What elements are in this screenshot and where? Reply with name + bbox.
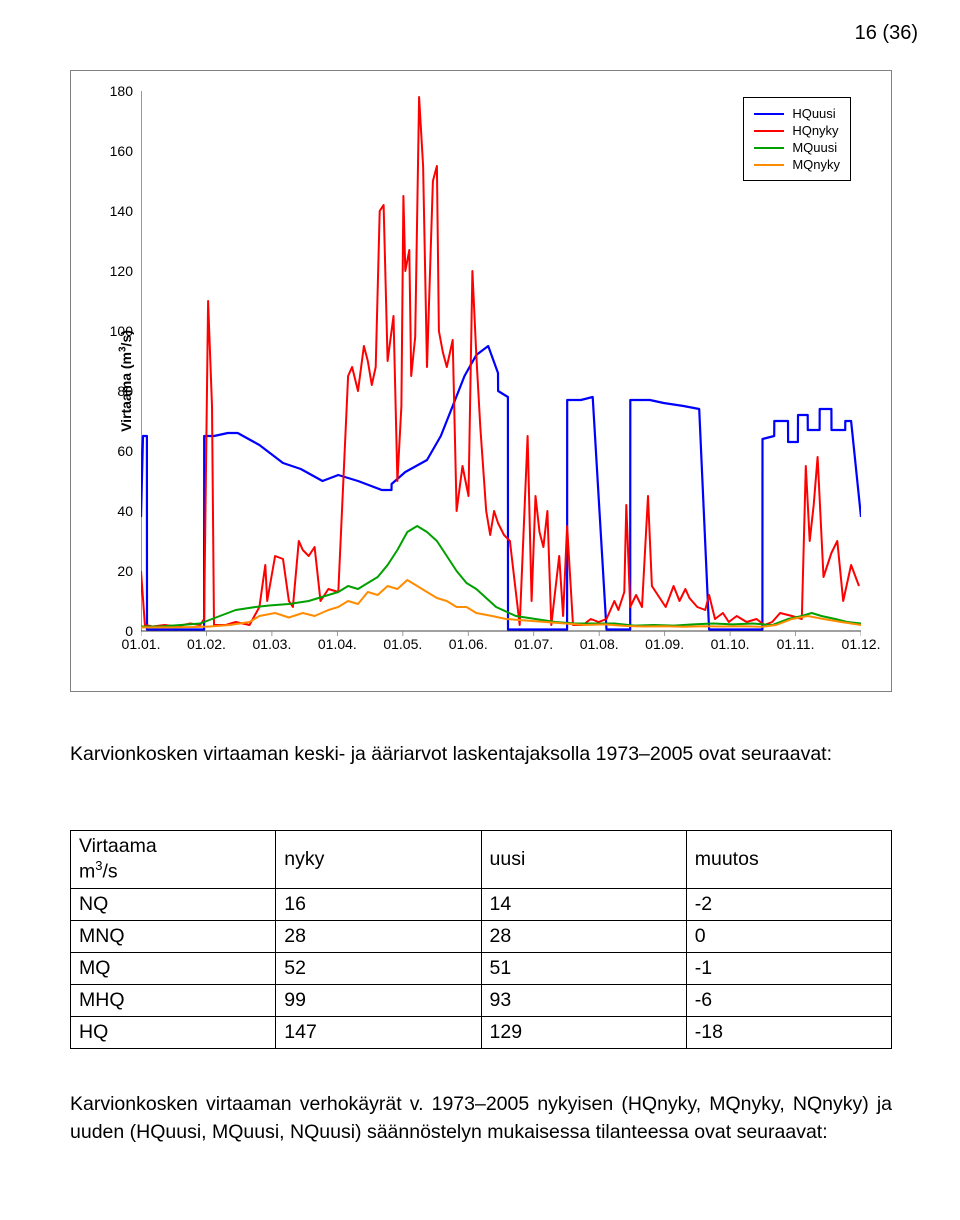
paragraph-1: Karvionkosken virtaaman keski- ja ääriar… (70, 740, 892, 768)
legend-item: MQuusi (754, 140, 840, 155)
x-tick-label: 01.10. (711, 636, 750, 652)
table-cell: MQ (71, 952, 276, 984)
legend-swatch (754, 147, 784, 149)
table-row: HQ147129-18 (71, 1016, 892, 1048)
legend-label: MQnyky (792, 157, 840, 172)
table-cell: -18 (686, 1016, 891, 1048)
table-cell: 28 (481, 920, 686, 952)
table-row: MNQ28280 (71, 920, 892, 952)
y-tick-label: 120 (81, 263, 133, 279)
x-tick-label: 01.04. (318, 636, 357, 652)
legend: HQuusi HQnyky MQuusi MQnyky (743, 97, 851, 181)
table-cell: 52 (276, 952, 481, 984)
table-cell: 147 (276, 1016, 481, 1048)
table-cell: 0 (686, 920, 891, 952)
table-cell: 28 (276, 920, 481, 952)
table-cell: MHQ (71, 984, 276, 1016)
table-cell: 99 (276, 984, 481, 1016)
x-tick-label: 01.12. (842, 636, 881, 652)
table-cell: 51 (481, 952, 686, 984)
legend-swatch (754, 113, 784, 115)
legend-label: HQuusi (792, 106, 835, 121)
table-row: MHQ9993-6 (71, 984, 892, 1016)
y-tick-label: 100 (81, 323, 133, 339)
paragraph-2: Karvionkosken virtaaman verhokäyrät v. 1… (70, 1090, 892, 1147)
table-cell: MNQ (71, 920, 276, 952)
table-cell: -1 (686, 952, 891, 984)
x-tick-label: 01.01. (122, 636, 161, 652)
legend-label: MQuusi (792, 140, 837, 155)
table-cell: 129 (481, 1016, 686, 1048)
legend-item: HQnyky (754, 123, 840, 138)
x-tick-label: 01.06. (449, 636, 488, 652)
table-cell: -2 (686, 888, 891, 920)
legend-label: HQnyky (792, 123, 838, 138)
legend-item: MQnyky (754, 157, 840, 172)
legend-item: HQuusi (754, 106, 840, 121)
legend-swatch (754, 164, 784, 166)
flow-chart: Virtaama (m3/s) HQuusi HQnyky MQuusi MQnyky… (70, 70, 892, 692)
table-header-cell: nyky (276, 831, 481, 889)
table-cell: HQ (71, 1016, 276, 1048)
y-tick-label: 140 (81, 203, 133, 219)
x-tick-label: 01.09. (645, 636, 684, 652)
page-number: 16 (36) (855, 22, 918, 45)
x-tick-label: 01.02. (187, 636, 226, 652)
table-header-cell: Virtaamam3/s (71, 831, 276, 889)
x-tick-label: 01.08. (580, 636, 619, 652)
series-HQuusi (141, 346, 861, 630)
table-header-row: Virtaamam3/snykyuusimuutos (71, 831, 892, 889)
table-cell: 16 (276, 888, 481, 920)
table-cell: 14 (481, 888, 686, 920)
table-header-cell: uusi (481, 831, 686, 889)
table-header-cell: muutos (686, 831, 891, 889)
x-tick-label: 01.03. (252, 636, 291, 652)
y-tick-label: 60 (81, 443, 133, 459)
table-row: MQ5251-1 (71, 952, 892, 984)
y-axis-label: Virtaama (m3/s) (118, 330, 135, 432)
table-cell: NQ (71, 888, 276, 920)
table-cell: 93 (481, 984, 686, 1016)
y-tick-label: 20 (81, 563, 133, 579)
stats-table: Virtaamam3/snykyuusimuutosNQ1614-2MNQ282… (70, 830, 892, 1049)
y-tick-label: 40 (81, 503, 133, 519)
y-tick-label: 160 (81, 143, 133, 159)
x-tick-label: 01.07. (514, 636, 553, 652)
table-row: NQ1614-2 (71, 888, 892, 920)
series-MQuusi (141, 526, 861, 627)
x-tick-label: 01.11. (777, 636, 815, 652)
x-tick-label: 01.05. (383, 636, 422, 652)
page: 16 (36) Virtaama (m3/s) HQuusiHQnykyMQuu… (0, 0, 960, 1220)
y-tick-label: 80 (81, 383, 133, 399)
table-cell: -6 (686, 984, 891, 1016)
y-tick-label: 180 (81, 83, 133, 99)
legend-swatch (754, 130, 784, 132)
